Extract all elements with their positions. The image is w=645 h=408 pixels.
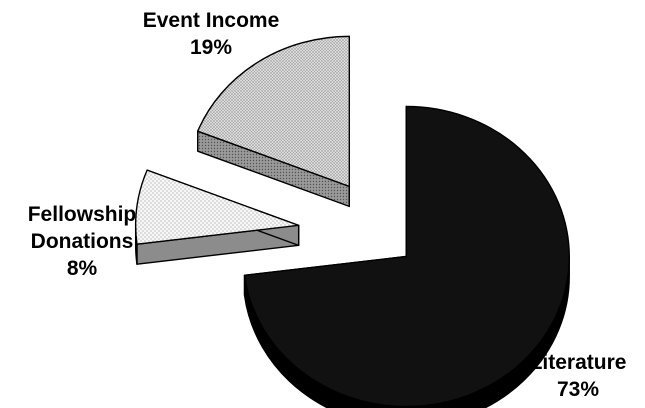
- slice-label-fellowship-donations: Fellowship Donations 8%: [28, 203, 137, 280]
- slice-top-event-income: [197, 35, 350, 188]
- label-layer: Literature 73% Fellowship Donations 8% Event …: [28, 9, 627, 401]
- slice-top-literature: [243, 105, 570, 408]
- slice-label-line: Donations: [31, 230, 134, 253]
- slice-literature: [243, 105, 570, 408]
- slice-percent-label: 8%: [67, 257, 98, 280]
- slice-label-line: Event Income: [143, 9, 280, 32]
- slice-fellowship-donations: [134, 169, 300, 265]
- slice-event-income: [197, 35, 350, 208]
- slice-label-line: Literature: [530, 351, 627, 374]
- slice-label-event-income: Event Income 19%: [143, 9, 280, 59]
- slice-layer: [134, 35, 570, 408]
- slice-top-fellowship-donations: [134, 169, 300, 245]
- slice-label-literature: Literature 73%: [530, 351, 627, 401]
- slice-percent-label: 19%: [190, 36, 232, 59]
- slice-label-line: Fellowship: [28, 203, 137, 226]
- slice-percent-label: 73%: [557, 378, 599, 401]
